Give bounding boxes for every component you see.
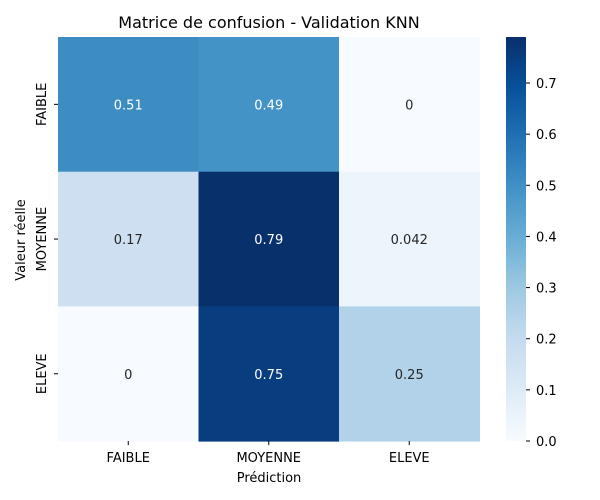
- heatmap-cell: [58, 37, 199, 173]
- x-axis: FAIBLE MOYENNE ELEVE: [107, 441, 430, 466]
- x-tick-label: FAIBLE: [107, 451, 150, 466]
- cell-value-label: 0.17: [114, 233, 143, 248]
- heatmap-cells: [58, 37, 480, 442]
- y-tick-label: MOYENNE: [35, 207, 50, 272]
- heatmap-cell-labels: 0.51 0.49 0 0.17 0.79 0.042 0 0.75 0.25: [114, 98, 428, 382]
- x-tick-label: MOYENNE: [236, 451, 301, 466]
- heatmap-cell: [339, 171, 480, 307]
- colorbar-tick-label: 0.5: [536, 179, 557, 194]
- colorbar-tick-label: 0.2: [536, 333, 557, 348]
- cell-value-label: 0.75: [254, 368, 283, 383]
- y-axis: FAIBLE MOYENNE ELEVE: [35, 83, 58, 394]
- cell-value-label: 0: [405, 98, 413, 113]
- colorbar-tick-label: 0.7: [536, 77, 557, 92]
- colorbar-tick-label: 0.3: [536, 282, 557, 297]
- colorbar-tick-label: 0.4: [536, 230, 557, 245]
- heatmap-cell: [198, 37, 340, 173]
- y-tick-label: ELEVE: [35, 353, 50, 394]
- colorbar-tick-label: 0.6: [536, 128, 557, 143]
- heatmap-cell: [198, 171, 340, 307]
- colorbar-gradient: [506, 37, 526, 441]
- cell-value-label: 0.51: [114, 98, 143, 113]
- heatmap-cell: [58, 171, 199, 307]
- y-tick-label: FAIBLE: [35, 83, 50, 126]
- heatmap-cell: [339, 37, 480, 173]
- x-axis-label: Prédiction: [237, 471, 302, 486]
- chart-title: Matrice de confusion - Validation KNN: [118, 13, 419, 32]
- cell-value-label: 0: [124, 368, 132, 383]
- colorbar-tick-label: 0.1: [536, 384, 557, 399]
- colorbar: 0.0 0.1 0.2 0.3 0.4 0.5 0.6 0.7: [506, 37, 557, 450]
- y-axis-label: Valeur réelle: [14, 199, 29, 280]
- x-tick-label: ELEVE: [389, 451, 430, 466]
- colorbar-tick-label: 0.0: [536, 435, 557, 450]
- heatmap-cell: [339, 306, 480, 442]
- cell-value-label: 0.79: [254, 233, 283, 248]
- heatmap-cell: [58, 306, 199, 442]
- cell-value-label: 0.25: [395, 368, 424, 383]
- cell-value-label: 0.042: [391, 233, 428, 248]
- cell-value-label: 0.49: [254, 98, 283, 113]
- heatmap-cell: [198, 306, 340, 442]
